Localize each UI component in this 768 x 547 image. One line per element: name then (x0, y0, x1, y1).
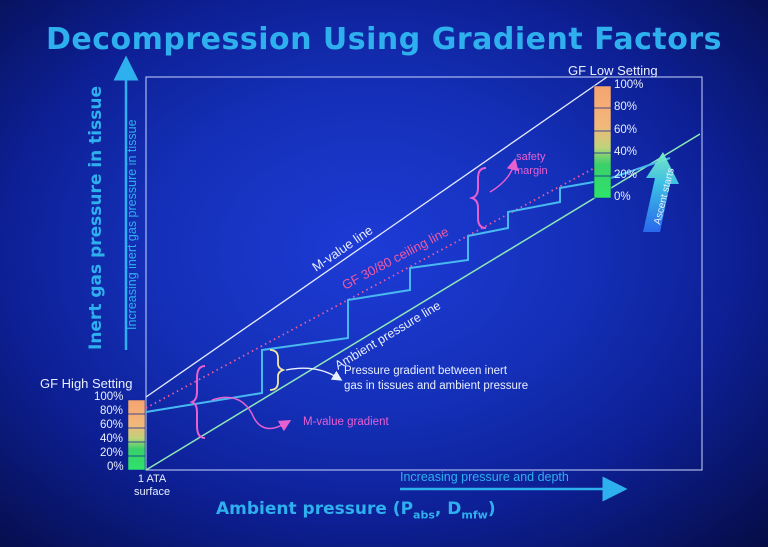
x-axis-label-main: Ambient pressure (P (216, 499, 414, 519)
tissue-pressure-staircase (145, 157, 671, 413)
gf-ceiling-line (145, 164, 601, 409)
x-axis-arrow-label: Increasing pressure and depth (400, 470, 569, 484)
gf-low-tick: 0% (614, 191, 631, 203)
gf-high-tick: 60% (100, 419, 124, 431)
gf-low-tick: 20% (614, 169, 638, 181)
m-value-gradient-label: M-value gradient (303, 416, 389, 428)
origin-label: 1 ATA surface (134, 473, 170, 499)
gf-high-tick: 100% (94, 391, 124, 403)
gf-high-tick: 20% (100, 447, 124, 459)
x-axis-label-mid: , D (434, 499, 462, 519)
origin-label-line2: surface (134, 486, 171, 498)
gf-high-title: GF High Setting (40, 376, 133, 391)
gf-high-tick: 80% (100, 405, 124, 417)
gf-high-tick: 0% (107, 461, 124, 473)
plot-frame (145, 76, 703, 471)
pressure-gradient-label: Pressure gradient between inert gas in t… (344, 364, 528, 394)
m-value-line (145, 76, 608, 398)
x-axis-label-end: ) (487, 499, 496, 519)
gf-low-bar (593, 85, 612, 199)
safety-margin-bracket (468, 167, 487, 229)
gf-high-bar-dividers (128, 413, 145, 457)
pressure-gradient-bracket (269, 349, 286, 391)
gf-low-tick: 40% (614, 146, 638, 158)
gf-high-tick: 40% (100, 433, 124, 445)
x-axis-label-sub-abs: abs (413, 508, 435, 522)
gf-low-tick: 80% (614, 101, 638, 113)
safety-margin-label: safety margin (514, 150, 548, 178)
m-value-gradient-bracket (189, 365, 206, 439)
pressure-gradient-arrow (285, 367, 343, 381)
pressure-gradient-line1: Pressure gradient between inert (344, 365, 508, 377)
x-axis-label: Ambient pressure (Pabs, Dmfw) (216, 499, 496, 521)
gf-low-tick: 60% (614, 124, 638, 136)
gf-low-tick: 100% (614, 79, 644, 91)
gf-high-bar (127, 399, 146, 471)
diagram-title: Decompression Using Gradient Factors (46, 22, 722, 57)
ambient-pressure-line (145, 133, 701, 471)
safety-margin-line1: safety (516, 151, 546, 163)
gf-low-bar-dividers (594, 107, 611, 177)
origin-label-line1: 1 ATA (137, 473, 167, 485)
x-axis-label-sub-mfw: mfw (461, 508, 488, 522)
y-axis-arrow-label: Increasing inert gas pressure in tissue (125, 119, 139, 330)
m-value-gradient-arrow (211, 396, 292, 432)
y-axis-label: Inert gas pressure in tissue (86, 86, 106, 350)
safety-margin-line2: margin (514, 165, 548, 177)
gf-low-title: GF Low Setting (568, 63, 658, 78)
ascent-arrow (643, 152, 679, 232)
pressure-gradient-line2: gas in tissues and ambient pressure (344, 380, 529, 392)
safety-margin-arrow (489, 158, 519, 193)
